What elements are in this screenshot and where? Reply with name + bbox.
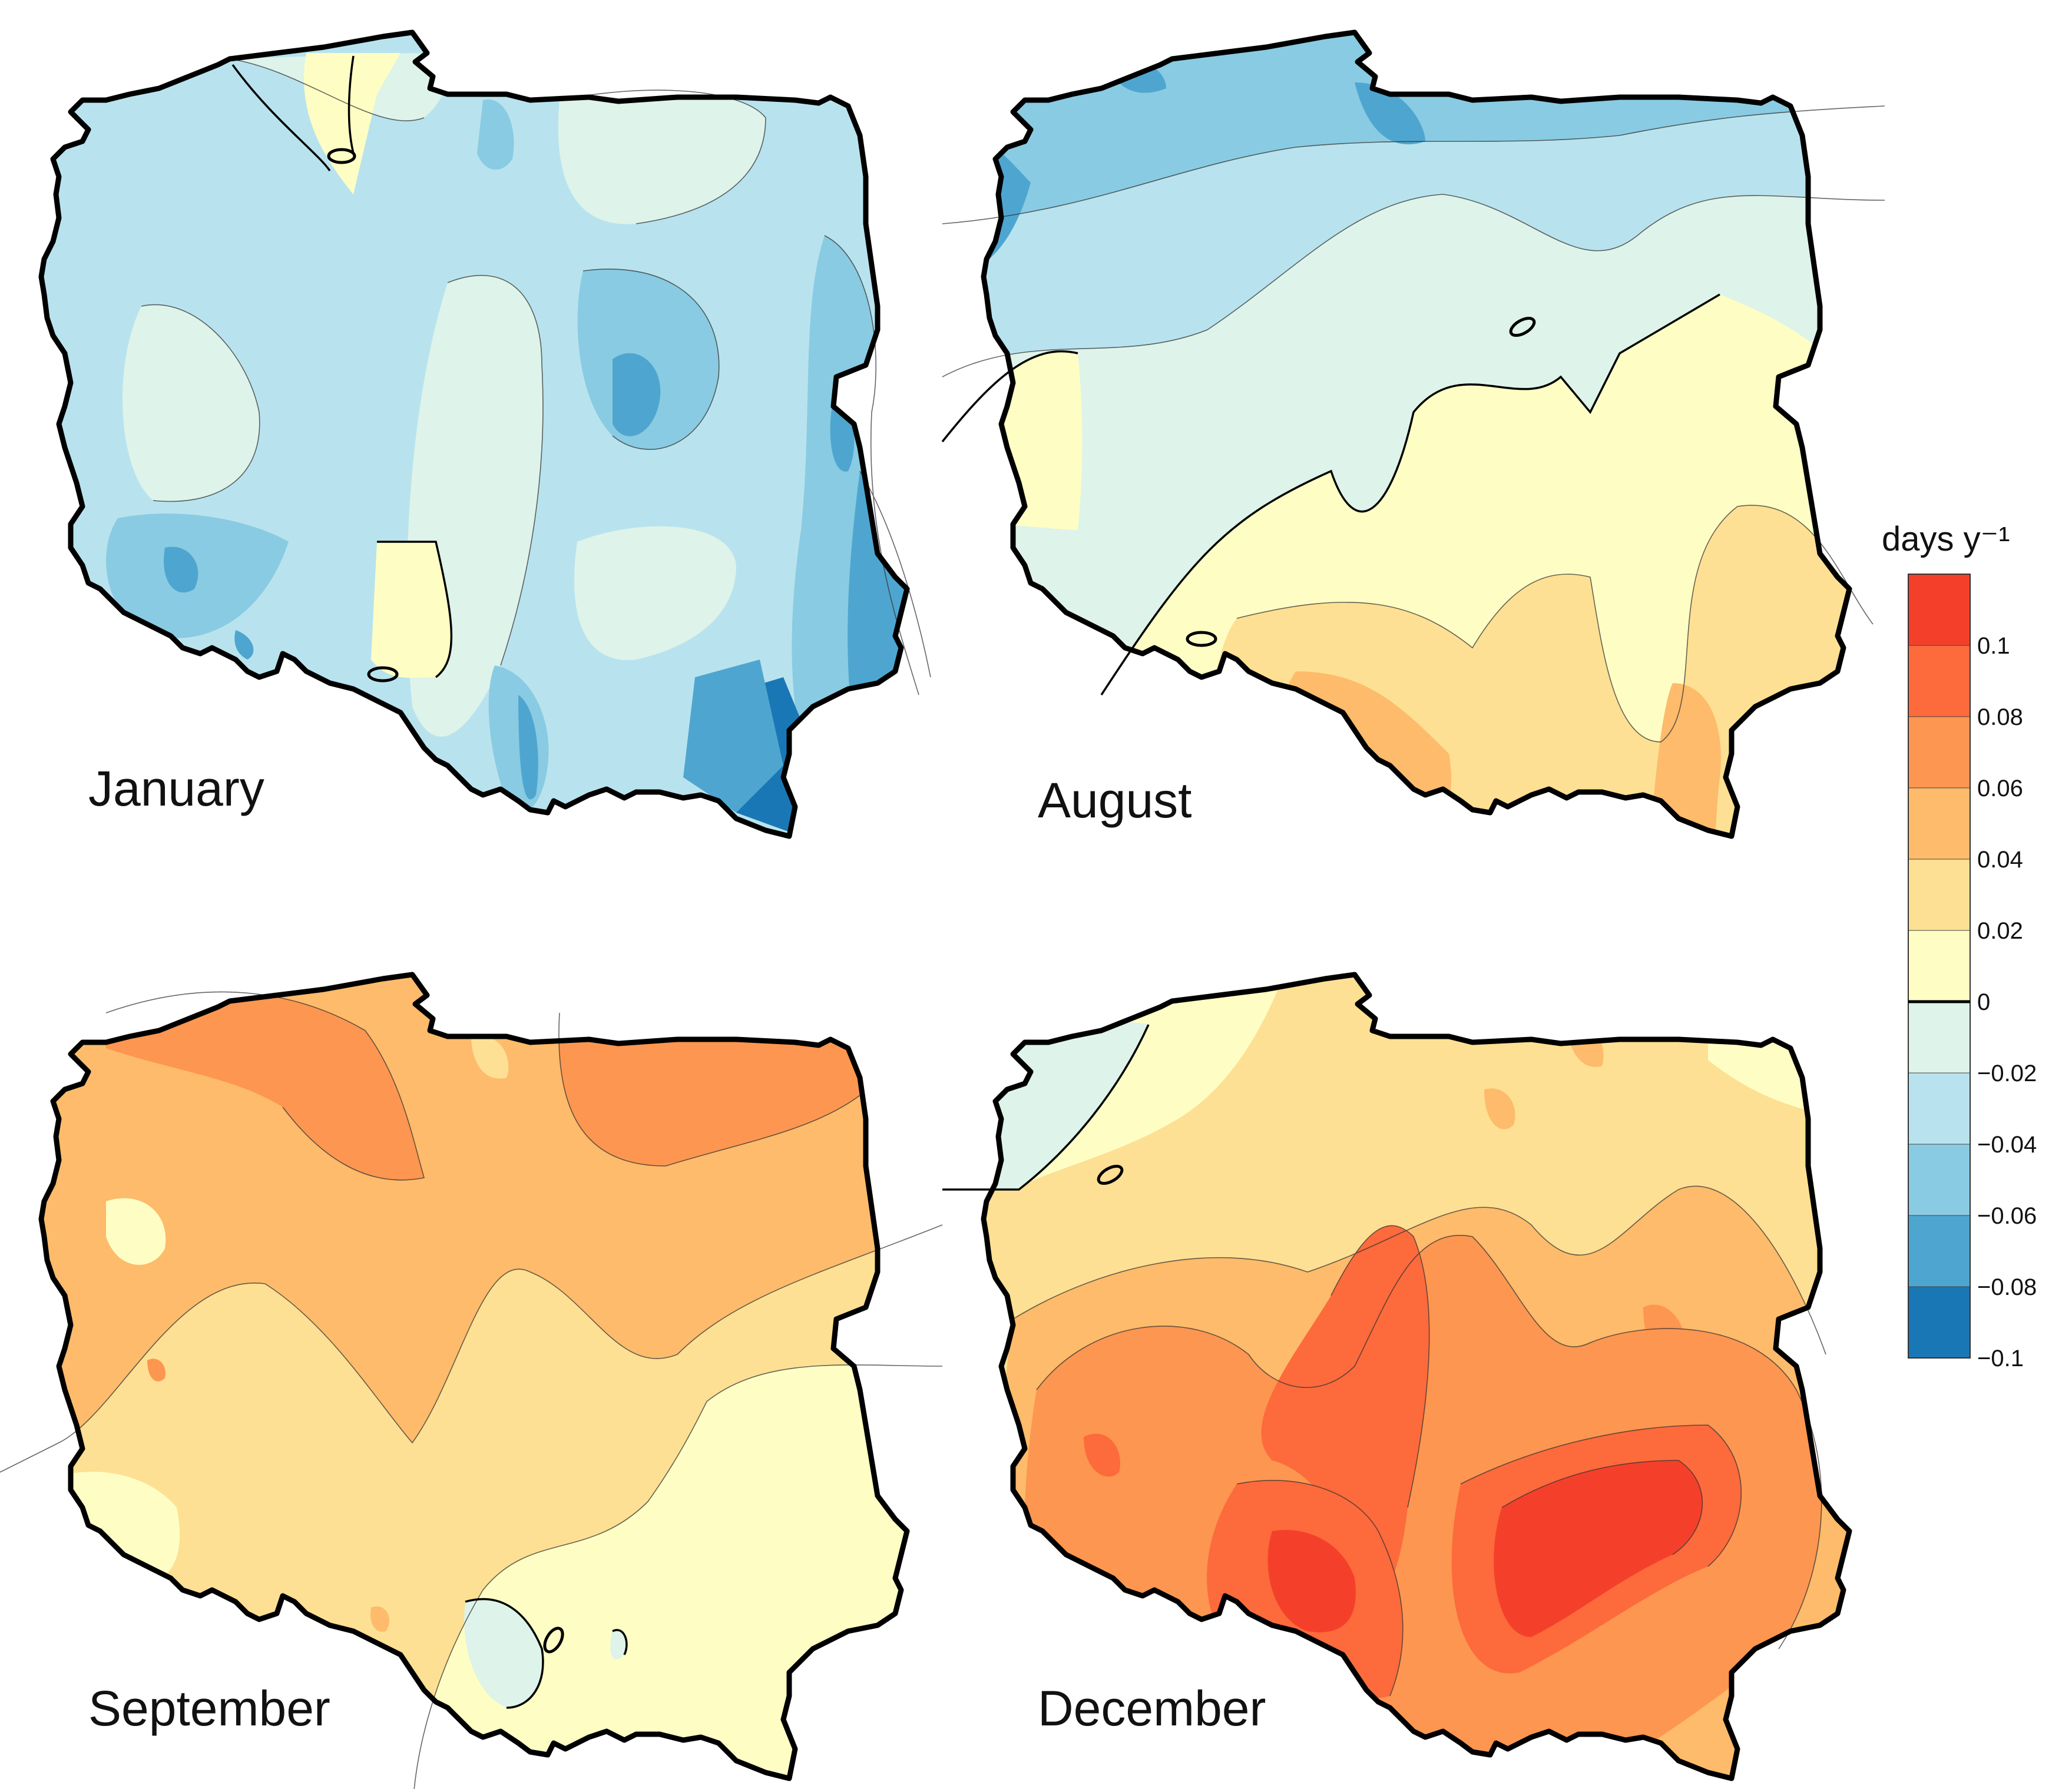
legend-colorbar: 0.1 0.08 0.06 0.04 0.02 0 −0.02 −0.04 −0.06 −0.08… xyxy=(1908,574,2037,1371)
contour-fill xyxy=(574,526,736,660)
isolines xyxy=(141,58,931,695)
contour-fill xyxy=(1267,1530,1356,1632)
contour-fill xyxy=(471,1035,509,1079)
contour-fill xyxy=(164,546,198,593)
contour-fill xyxy=(1355,82,1425,145)
legend-tick-label: 0.06 xyxy=(1977,776,2023,801)
panel-label-december: December xyxy=(1038,1681,1266,1736)
contour-fill xyxy=(683,660,783,813)
contour-fill xyxy=(1484,1088,1515,1129)
legend-tick-label: 0 xyxy=(1977,989,1990,1015)
contour-fill xyxy=(558,90,766,224)
contour-fill xyxy=(370,1606,389,1632)
legend-title: days y⁻¹ xyxy=(1882,520,2010,558)
contour-fill xyxy=(613,353,661,436)
reservoir-outline xyxy=(367,666,399,683)
reservoir-outline xyxy=(543,1626,564,1654)
legend-tick-label: 0.08 xyxy=(1977,704,2023,730)
legend-frame xyxy=(1908,574,1971,1359)
poland-outline xyxy=(981,972,1852,1781)
legend-swatch xyxy=(1908,859,1971,931)
legend-swatch xyxy=(1908,930,1971,1002)
legend-swatch xyxy=(1908,716,1971,789)
zero-isoline xyxy=(231,55,453,678)
legend-tick-label: 0.1 xyxy=(1977,633,2010,659)
legend-swatch xyxy=(1908,787,1971,860)
contour-fill xyxy=(518,695,538,800)
legend-tick-label: 0.02 xyxy=(1977,918,2023,944)
contour-fill xyxy=(848,471,907,813)
reservoir-outline xyxy=(1186,631,1217,647)
map-august: August xyxy=(941,29,1885,839)
panel-label-august: August xyxy=(1038,773,1192,828)
legend-tick-label: 0.04 xyxy=(1977,847,2023,873)
contour-fill xyxy=(304,53,401,194)
legend-tick-label: −0.1 xyxy=(1977,1346,2024,1371)
legend-swatch xyxy=(1908,1144,1971,1216)
legend-tick-label: −0.02 xyxy=(1977,1061,2037,1086)
map-december: December xyxy=(942,972,1852,1781)
legend-swatch xyxy=(1908,1286,1971,1359)
contour-fill xyxy=(371,542,452,678)
legend-swatch xyxy=(1908,645,1971,717)
zero-isoline xyxy=(465,1598,628,1709)
legend-swatch xyxy=(1908,1072,1971,1145)
isolines xyxy=(1012,1185,1826,1697)
poland-outline xyxy=(38,29,910,839)
contour-fill xyxy=(1261,1225,1429,1602)
poland-outline xyxy=(38,972,910,1781)
contour-fill xyxy=(464,1599,543,1708)
legend-swatch xyxy=(1908,574,1970,645)
isolines xyxy=(0,991,943,1789)
contour-fill xyxy=(1643,1304,1686,1363)
legend: days y⁻¹ 0.1 0.08 0.06 0.04 0.02 0 −0.02 −0.04 −… xyxy=(1882,520,2037,1371)
isolines xyxy=(942,105,1885,743)
contour-fill xyxy=(477,99,514,170)
legend-tick-label: −0.06 xyxy=(1977,1203,2037,1229)
map-september: September xyxy=(0,972,943,1789)
contour-fill xyxy=(1494,1460,1703,1637)
legend-tick-label: −0.08 xyxy=(1977,1274,2037,1300)
contour-fill xyxy=(984,351,1083,530)
contour-fill xyxy=(106,1198,166,1265)
map-january: January xyxy=(38,29,931,839)
panel-label-january: January xyxy=(88,761,264,816)
contour-fill xyxy=(1084,1433,1120,1477)
legend-swatch xyxy=(1908,1215,1971,1287)
lake-outline xyxy=(1509,316,1536,337)
lake-outline xyxy=(327,148,356,164)
zero-isoline xyxy=(942,1024,1150,1191)
legend-tick-label: −0.04 xyxy=(1977,1132,2037,1158)
lake-outline xyxy=(1097,1164,1124,1185)
contour-fill xyxy=(610,1630,627,1659)
contour-fill xyxy=(122,304,260,502)
contour-fill xyxy=(234,630,254,660)
contour-fill xyxy=(1459,819,1479,836)
contour-fill xyxy=(147,1359,166,1381)
contour-fill xyxy=(106,992,424,1180)
poland-outline xyxy=(981,29,1852,839)
legend-swatch xyxy=(1908,1001,1971,1074)
panel-label-september: September xyxy=(88,1681,330,1736)
